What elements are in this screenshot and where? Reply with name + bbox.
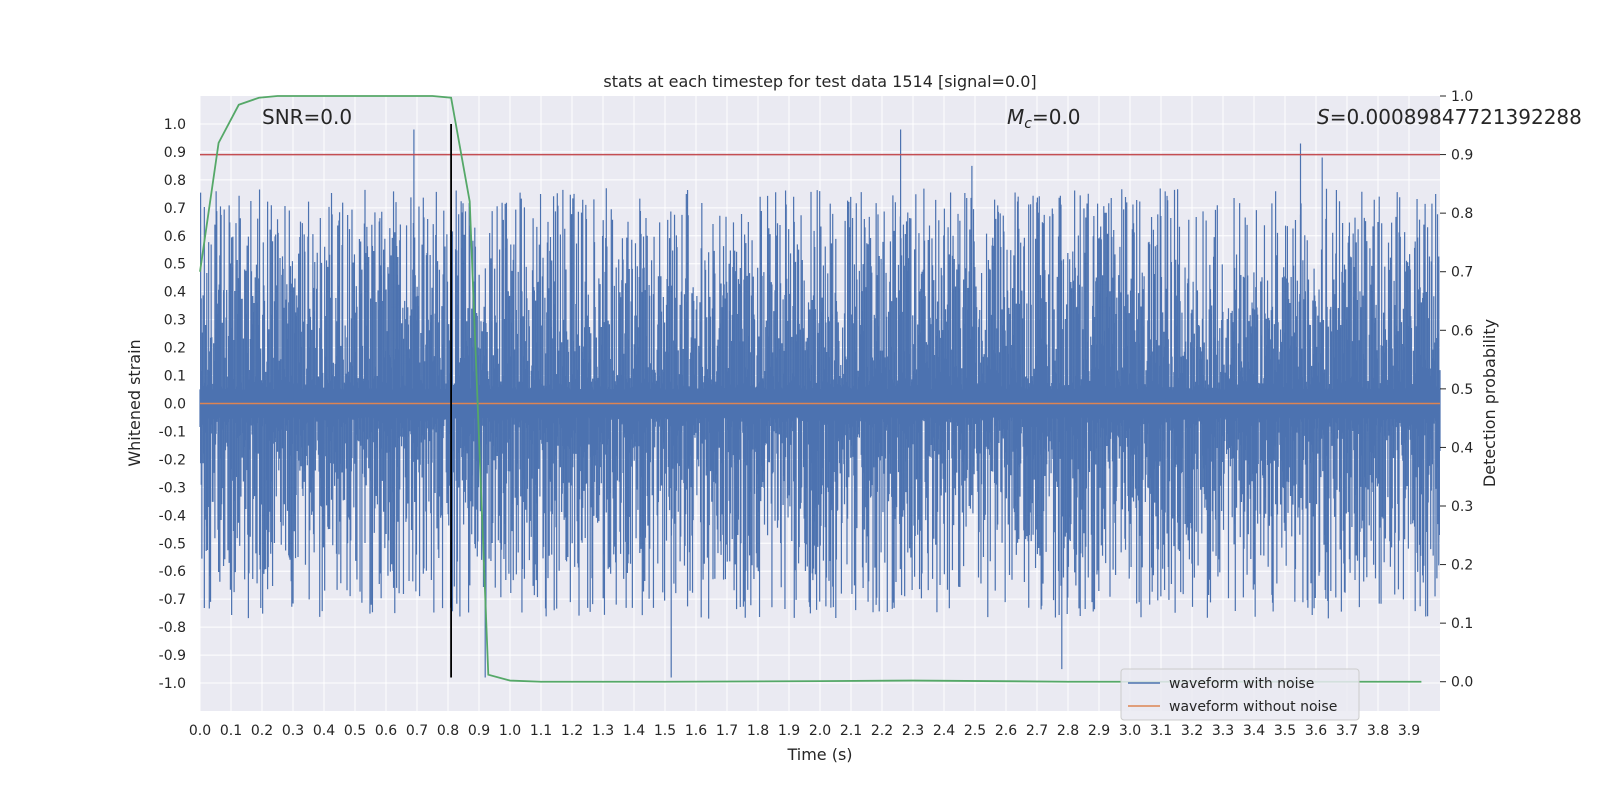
y-tick-label: 0.9 <box>164 145 186 161</box>
y-tick-label: -0.1 <box>159 424 186 440</box>
x-tick-label: 0.7 <box>406 723 428 739</box>
y-tick-label: 0.5 <box>164 257 186 273</box>
y2-tick-label: 0.2 <box>1451 558 1473 574</box>
x-tick-label: 1.8 <box>747 723 769 739</box>
legend: waveform with noise waveform without noi… <box>1120 668 1360 721</box>
s-value: =0.00089847721392288 <box>1330 105 1582 129</box>
y-tick-label: -0.9 <box>159 648 186 664</box>
x-tick-label: 3.9 <box>1398 723 1420 739</box>
legend-label-clean: waveform without noise <box>1169 699 1337 715</box>
y2-tick-label: 0.6 <box>1451 323 1473 339</box>
x-tick-label: 2.9 <box>1088 723 1110 739</box>
x-tick-label: 0.2 <box>251 723 273 739</box>
x-tick-label: 3.5 <box>1274 723 1296 739</box>
y-tick-label: -0.7 <box>159 592 186 608</box>
s-annotation: S=0.00089847721392288 <box>1317 105 1582 129</box>
legend-box <box>1120 668 1360 721</box>
y-tick-label: 0.1 <box>164 369 186 385</box>
y2-tick-label: 0.7 <box>1451 265 1473 281</box>
y-tick-label: -0.3 <box>159 480 186 496</box>
y-tick-label: -0.5 <box>159 536 186 552</box>
x-tick-label: 1.7 <box>716 723 738 739</box>
x-tick-label: 2.2 <box>871 723 893 739</box>
x-tick-label: 1.9 <box>778 723 800 739</box>
x-tick-label: 1.1 <box>530 723 552 739</box>
chart-title: stats at each timestep for test data 151… <box>603 72 1036 91</box>
y2-axis-label: Detection probability <box>1480 319 1499 487</box>
x-tick-label: 0.1 <box>220 723 242 739</box>
y2-tick-label: 0.3 <box>1451 499 1473 515</box>
x-tick-label: 1.4 <box>623 723 645 739</box>
y-tick-label: 0.0 <box>164 397 186 413</box>
x-tick-label: 3.4 <box>1243 723 1265 739</box>
x-tick-label: 0.0 <box>189 723 211 739</box>
x-tick-label: 2.1 <box>840 723 862 739</box>
y-tick-label: 1.0 <box>164 117 186 133</box>
x-tick-label: 3.7 <box>1336 723 1358 739</box>
y2-tick-label: 0.9 <box>1451 148 1473 164</box>
x-tick-label: 0.3 <box>282 723 304 739</box>
y-axis-label: Whitened strain <box>125 339 144 466</box>
x-tick-label: 2.5 <box>964 723 986 739</box>
legend-label-noise: waveform with noise <box>1169 676 1314 692</box>
x-tick-label: 1.5 <box>654 723 676 739</box>
x-tick-label: 0.5 <box>344 723 366 739</box>
y2-tick-label: 0.0 <box>1451 675 1473 691</box>
x-tick-label: 1.6 <box>685 723 707 739</box>
x-tick-label: 3.8 <box>1367 723 1389 739</box>
series-detection-probability <box>199 95 1422 683</box>
ticks: 0.0 0.1 0.2 0.3 0.4 0.5 0.6 0.7 0.8 0.9 1.0 1.1 1.2 1… <box>159 89 1474 739</box>
x-tick-label: 3.1 <box>1150 723 1172 739</box>
y-tick-label: 0.6 <box>164 229 186 245</box>
series-layer <box>199 95 1441 683</box>
x-tick-label: 2.8 <box>1057 723 1079 739</box>
x-tick-label: 3.6 <box>1305 723 1327 739</box>
x-tick-label: 1.2 <box>561 723 583 739</box>
y-tick-label: -0.6 <box>159 564 186 580</box>
x-tick-label: 2.3 <box>902 723 924 739</box>
y2-tick-label: 0.5 <box>1451 382 1473 398</box>
s-symbol: S <box>1317 105 1330 129</box>
y-tick-label: 0.3 <box>164 313 186 329</box>
x-tick-label: 0.6 <box>375 723 397 739</box>
x-tick-label: 0.4 <box>313 723 335 739</box>
y-tick-label: -0.4 <box>159 508 186 524</box>
x-tick-label: 1.3 <box>592 723 614 739</box>
x-tick-label: 2.7 <box>1026 723 1048 739</box>
y-tick-label: -1.0 <box>159 676 186 692</box>
mc-annotation: Mc=0.0 <box>1007 105 1081 132</box>
y-tick-label: 0.8 <box>164 173 186 189</box>
y-tick-label: -0.8 <box>159 620 186 636</box>
mc-symbol: M <box>1007 105 1024 129</box>
x-axis-label: Time (s) <box>786 745 852 764</box>
x-tick-label: 0.8 <box>437 723 459 739</box>
mc-subscript: c <box>1024 116 1032 132</box>
y2-tick-label: 1.0 <box>1451 89 1473 105</box>
x-tick-label: 3.3 <box>1212 723 1234 739</box>
x-tick-label: 2.6 <box>995 723 1017 739</box>
y-tick-label: 0.7 <box>164 201 186 217</box>
x-tick-label: 1.0 <box>499 723 521 739</box>
snr-annotation: SNR=0.0 <box>262 105 352 129</box>
y-tick-label: 0.4 <box>164 285 186 301</box>
y2-tick-label: 0.8 <box>1451 206 1473 222</box>
mc-value: =0.0 <box>1032 105 1081 129</box>
x-tick-label: 2.0 <box>809 723 831 739</box>
x-tick-label: 2.4 <box>933 723 955 739</box>
x-tick-label: 3.2 <box>1181 723 1203 739</box>
y2-tick-label: 0.4 <box>1451 440 1473 456</box>
y-tick-label: 0.2 <box>164 341 186 357</box>
y2-tick-label: 0.1 <box>1451 616 1473 632</box>
x-tick-label: 0.9 <box>468 723 490 739</box>
x-tick-label: 3.0 <box>1119 723 1141 739</box>
y-tick-label: -0.2 <box>159 452 186 468</box>
